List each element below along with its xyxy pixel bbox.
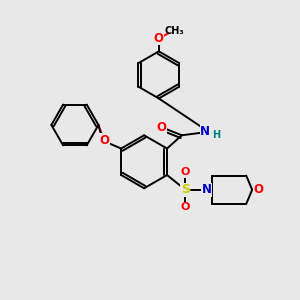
Text: O: O <box>181 167 190 177</box>
Text: H: H <box>212 130 220 140</box>
Text: CH₃: CH₃ <box>164 26 184 36</box>
Text: O: O <box>157 121 167 134</box>
Text: O: O <box>154 32 164 45</box>
Text: O: O <box>254 183 264 196</box>
Text: N: N <box>200 125 210 138</box>
Text: O: O <box>99 134 109 147</box>
Text: O: O <box>181 202 190 212</box>
Text: S: S <box>181 183 190 196</box>
Text: N: N <box>202 183 212 196</box>
